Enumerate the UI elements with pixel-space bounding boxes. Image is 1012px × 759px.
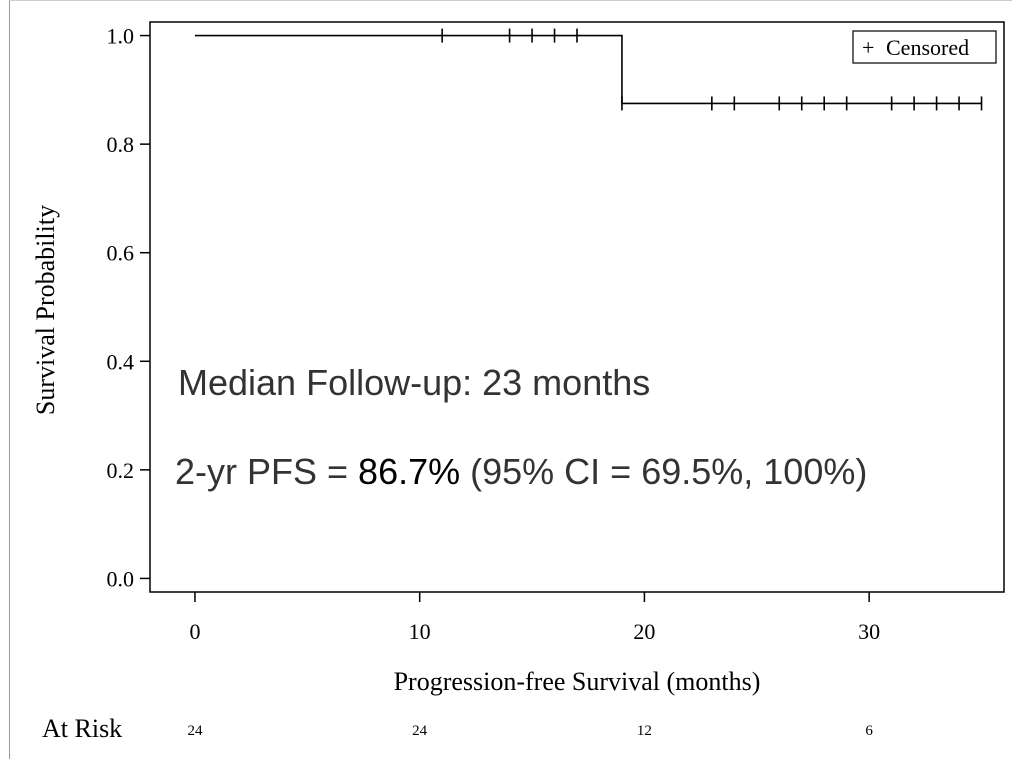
at-risk-count: 6 bbox=[865, 723, 873, 739]
pfs-suffix: (95% CI = 69.5%, 100%) bbox=[460, 451, 867, 492]
frame-top-border bbox=[9, 0, 1012, 1]
legend-symbol: + bbox=[862, 35, 874, 60]
y-tick-label: 0.4 bbox=[107, 349, 135, 374]
y-tick-label: 0.2 bbox=[107, 458, 135, 483]
legend-label-censored: Censored bbox=[886, 35, 969, 60]
pfs-annotation: 2-yr PFS = 86.7% (95% CI = 69.5%, 100%) bbox=[175, 451, 867, 492]
y-tick-label: 0.6 bbox=[107, 241, 135, 266]
at-risk-label: At Risk bbox=[42, 714, 122, 743]
at-risk-row: 24 24 12 6 bbox=[187, 723, 873, 739]
x-tick-label: 0 bbox=[189, 619, 200, 644]
pfs-prefix: 2-yr PFS = bbox=[175, 451, 358, 492]
x-axis-title: Progression-free Survival (months) bbox=[394, 667, 761, 696]
y-axis-title: Survival Probability bbox=[31, 205, 60, 415]
y-axis: 0.0 0.2 0.4 0.6 0.8 1.0 bbox=[107, 24, 150, 591]
legend: + Censored bbox=[852, 30, 997, 64]
y-tick-label: 0.8 bbox=[107, 132, 135, 157]
legend-box bbox=[852, 30, 997, 64]
censored-marks bbox=[441, 28, 983, 111]
pfs-value: 86.7% bbox=[358, 451, 460, 492]
x-tick-label: 10 bbox=[409, 619, 431, 644]
at-risk-count: 24 bbox=[412, 723, 428, 739]
x-axis: 0 10 20 30 bbox=[189, 592, 880, 644]
x-tick-label: 20 bbox=[633, 619, 655, 644]
y-tick-label: 1.0 bbox=[107, 24, 135, 49]
at-risk-count: 12 bbox=[637, 723, 652, 739]
x-tick-label: 30 bbox=[858, 619, 880, 644]
plot-area-border bbox=[149, 21, 1005, 593]
median-follow-up-annotation: Median Follow-up: 23 months bbox=[178, 362, 650, 403]
at-risk-count: 24 bbox=[187, 723, 203, 739]
frame-left-border bbox=[9, 0, 10, 759]
y-tick-label: 0.0 bbox=[107, 566, 135, 591]
